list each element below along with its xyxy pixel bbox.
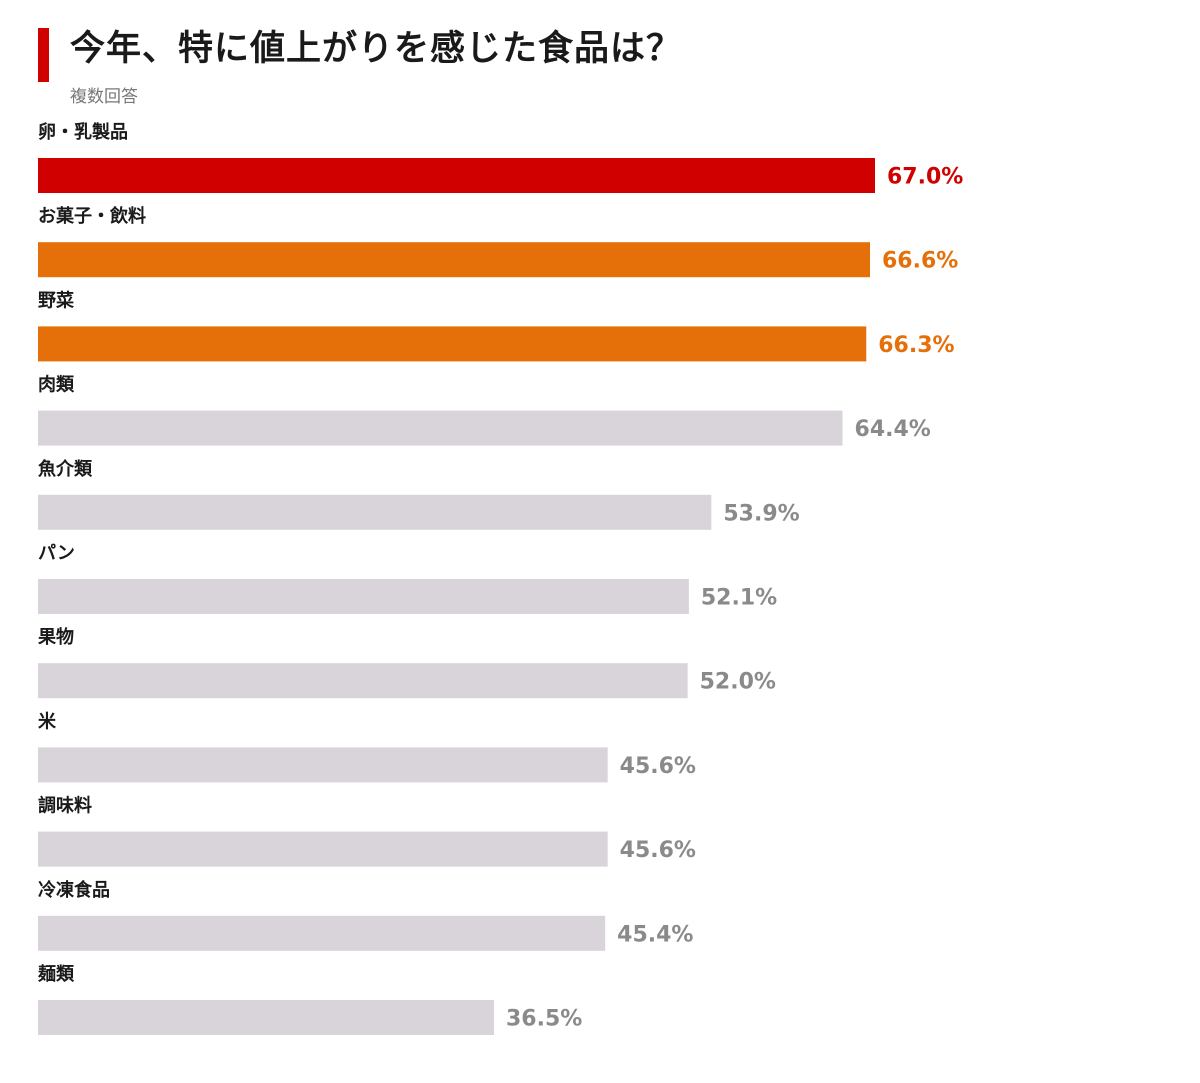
value-label: 52.0% (700, 670, 776, 695)
category-label: パン (38, 543, 75, 564)
bar (38, 915, 606, 951)
bar (38, 242, 871, 278)
bar (38, 326, 867, 362)
value-label: 64.4% (855, 417, 931, 442)
title-accent-bar (38, 28, 49, 82)
bar (38, 831, 608, 867)
value-label: 45.4% (617, 922, 693, 947)
category-label: 卵・乳製品 (38, 121, 128, 143)
category-label: 冷凍食品 (38, 879, 110, 901)
value-label: 66.3% (878, 333, 954, 358)
bar (38, 494, 712, 530)
chart-subtitle: 複数回答 (70, 87, 138, 107)
value-label: 36.5% (506, 1007, 582, 1032)
value-label: 45.6% (620, 838, 696, 863)
category-label: 肉類 (38, 374, 75, 396)
value-label: 66.6% (882, 249, 958, 274)
value-label: 52.1% (701, 586, 777, 611)
bar (38, 663, 688, 699)
value-label: 53.9% (723, 501, 799, 526)
category-label: 麺類 (37, 963, 75, 985)
value-label: 45.6% (620, 754, 696, 779)
bar (38, 579, 689, 614)
category-label: 魚介類 (38, 458, 93, 480)
bar (38, 747, 608, 783)
category-label: 調味料 (38, 795, 92, 817)
category-label: 果物 (37, 626, 74, 648)
bar (38, 1000, 494, 1035)
value-label: 67.0% (887, 165, 963, 190)
chart-title: 今年、特に値上がりを感じた食品は？ (70, 29, 683, 69)
category-label: 米 (38, 710, 57, 732)
bar (38, 158, 875, 193)
category-label: お菓子・飲料 (38, 205, 146, 227)
category-label: 野菜 (38, 290, 74, 311)
bar (38, 410, 843, 446)
